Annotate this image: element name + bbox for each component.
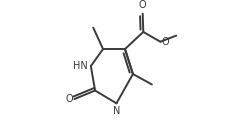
Text: O: O <box>66 94 73 104</box>
Text: HN: HN <box>73 61 88 71</box>
Text: O: O <box>162 37 169 47</box>
Text: O: O <box>139 0 146 10</box>
Text: N: N <box>113 106 120 116</box>
